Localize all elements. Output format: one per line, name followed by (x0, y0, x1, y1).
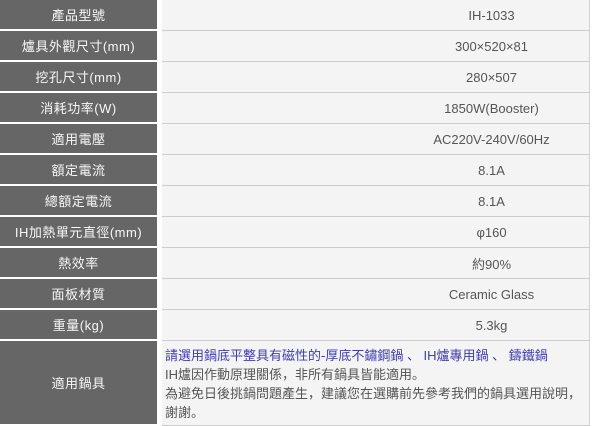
column-divider (157, 310, 162, 341)
spec-value: 1850W(Booster) (162, 93, 590, 124)
column-divider (157, 186, 162, 217)
spec-label: 挖孔尺寸(mm) (0, 62, 157, 93)
spec-value: 8.1A (162, 155, 590, 186)
spec-value: IH-1033 (162, 0, 590, 31)
column-divider (157, 217, 162, 248)
spec-row-cutout-dimensions: 挖孔尺寸(mm) 280×507 (0, 62, 600, 93)
column-divider (157, 0, 162, 31)
column-divider (157, 248, 162, 279)
spec-row-total-rated-current: 總額定電流 8.1A (0, 186, 600, 217)
cookware-notes: 請選用鍋底平整具有磁性的-厚底不鏽鋼鍋 、 IH爐專用鍋 、 鑄鐵鍋 IH爐因作… (162, 341, 590, 426)
spec-value: φ160 (162, 217, 590, 248)
spec-value: Ceramic Glass (162, 279, 590, 310)
cookware-note-principle: IH爐因作動原理關係，非所有鍋具皆能適用。 (165, 367, 426, 382)
spec-label: 面板材質 (0, 279, 157, 310)
cookware-note-advice: 為避免日後挑鍋問題產生，建議您在選購前先參考我們的鍋具選用說明，謝謝。 (165, 386, 582, 420)
spec-label: 適用鍋具 (0, 341, 157, 426)
spec-row-weight: 重量(kg) 5.3kg (0, 310, 600, 341)
column-divider (157, 124, 162, 155)
spec-row-power-consumption: 消耗功率(W) 1850W(Booster) (0, 93, 600, 124)
spec-label: 適用電壓 (0, 124, 157, 155)
spec-row-compatible-cookware: 適用鍋具 請選用鍋底平整具有磁性的-厚底不鏽鋼鍋 、 IH爐專用鍋 、 鑄鐵鍋 … (0, 341, 600, 426)
column-divider (157, 93, 162, 124)
spec-value: 8.1A (162, 186, 590, 217)
spec-label: 熱效率 (0, 248, 157, 279)
spec-label: 額定電流 (0, 155, 157, 186)
column-divider (157, 31, 162, 62)
spec-row-heating-unit-diameter: IH加熱單元直徑(mm) φ160 (0, 217, 600, 248)
spec-label: 爐具外觀尺寸(mm) (0, 31, 157, 62)
spec-value: 5.3kg (162, 310, 590, 341)
cookware-note-highlight: 請選用鍋底平整具有磁性的-厚底不鏽鋼鍋 、 IH爐專用鍋 、 鑄鐵鍋 (165, 348, 548, 363)
spec-label: 產品型號 (0, 0, 157, 31)
column-divider (157, 155, 162, 186)
column-divider (157, 279, 162, 310)
spec-label: 消耗功率(W) (0, 93, 157, 124)
column-divider (157, 62, 162, 93)
spec-row-outer-dimensions: 爐具外觀尺寸(mm) 300×520×81 (0, 31, 600, 62)
spec-value: AC220V-240V/60Hz (162, 124, 590, 155)
spec-label: IH加熱單元直徑(mm) (0, 217, 157, 248)
spec-value: 約90% (162, 248, 590, 279)
spec-row-product-model: 產品型號 IH-1033 (0, 0, 600, 31)
spec-value: 300×520×81 (162, 31, 590, 62)
spec-row-panel-material: 面板材質 Ceramic Glass (0, 279, 600, 310)
spec-label: 總額定電流 (0, 186, 157, 217)
spec-row-voltage: 適用電壓 AC220V-240V/60Hz (0, 124, 600, 155)
spec-label: 重量(kg) (0, 310, 157, 341)
spec-row-thermal-efficiency: 熱效率 約90% (0, 248, 600, 279)
column-divider (157, 341, 162, 426)
spec-row-rated-current: 額定電流 8.1A (0, 155, 600, 186)
spec-value: 280×507 (162, 62, 590, 93)
